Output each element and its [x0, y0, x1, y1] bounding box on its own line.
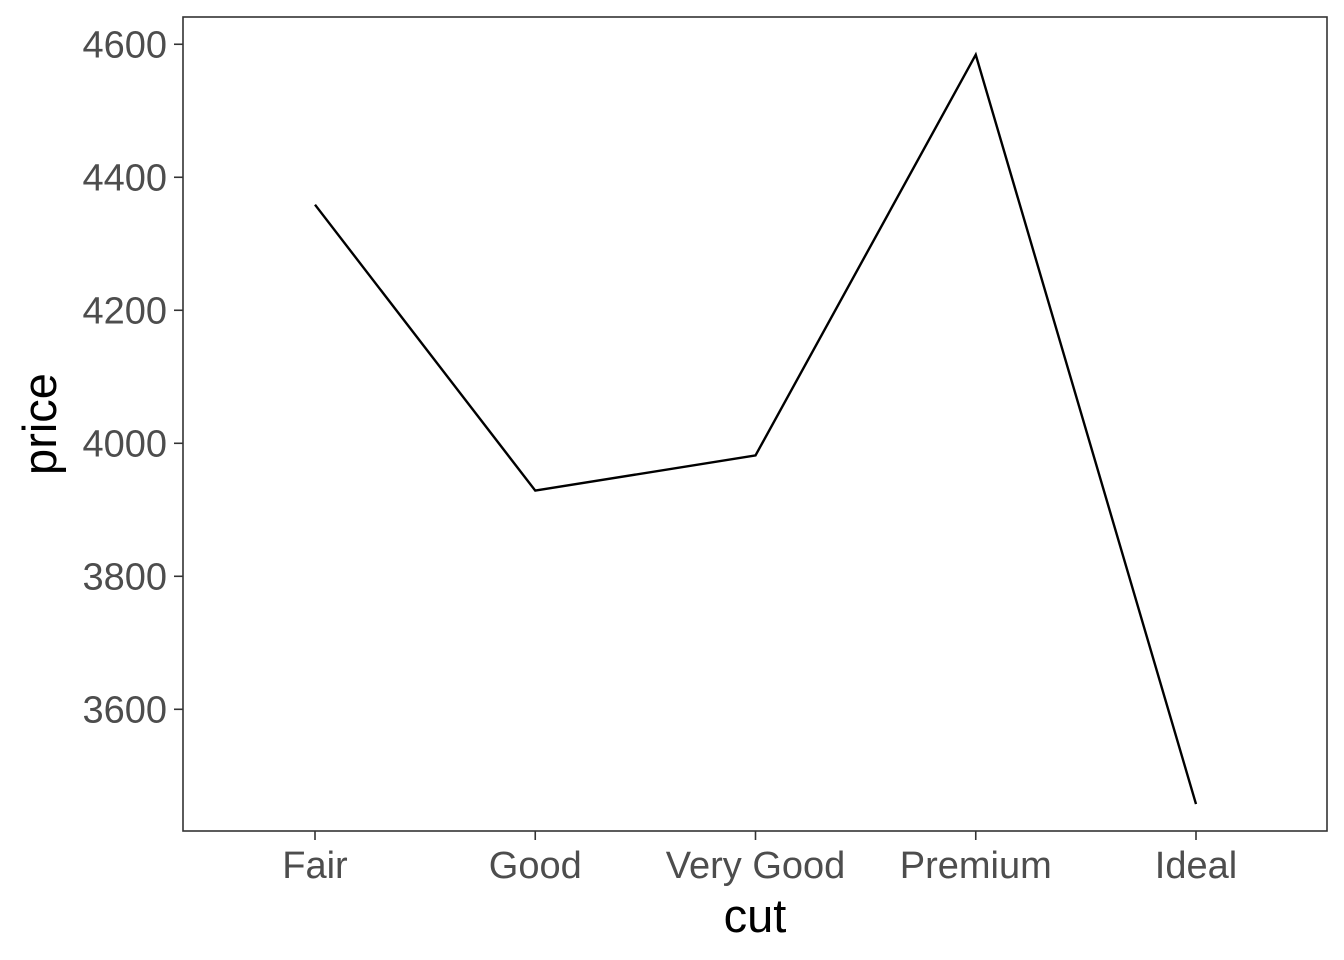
y-tick-label: 3600	[82, 689, 167, 731]
x-axis: Fair Good Very Good Premium Ideal	[282, 831, 1237, 887]
y-axis: 3600 3800 4000 4200 4400 4600	[82, 24, 183, 731]
y-axis-title: price	[13, 373, 66, 475]
x-tick-label: Ideal	[1155, 845, 1237, 887]
y-tick-label: 4200	[82, 290, 167, 332]
x-tick-label: Premium	[900, 845, 1052, 887]
y-tick-label: 4600	[82, 24, 167, 66]
x-tick-label: Fair	[282, 845, 348, 887]
x-tick-label: Good	[489, 845, 582, 887]
y-tick-label: 3800	[82, 556, 167, 598]
x-tick-label: Very Good	[666, 845, 846, 887]
y-tick-label: 4000	[82, 423, 167, 465]
y-tick-label: 4400	[82, 157, 167, 199]
x-axis-title: cut	[724, 889, 787, 942]
series-line-0	[314, 51, 1198, 805]
